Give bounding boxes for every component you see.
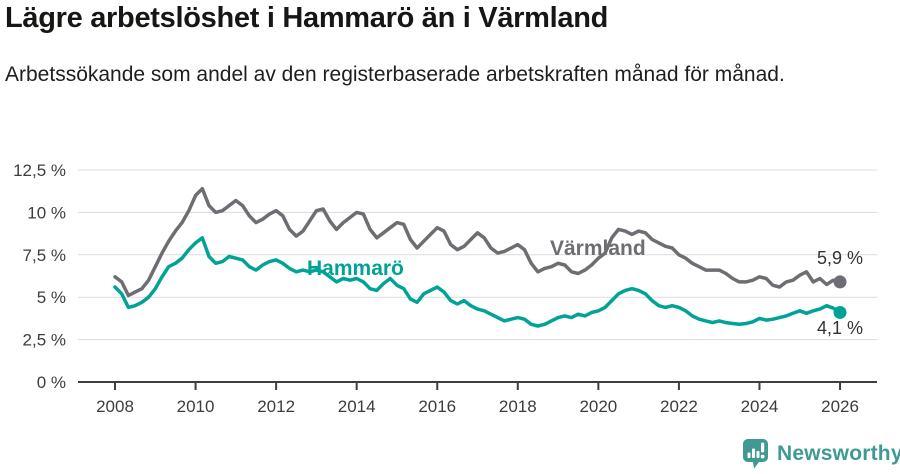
y-axis-tick-label: 0 % (37, 373, 66, 392)
x-axis-tick-label: 2022 (660, 397, 698, 416)
x-axis-tick-label: 2014 (338, 397, 376, 416)
y-axis-tick-label: 7,5 % (23, 246, 66, 265)
x-axis-tick-label: 2020 (579, 397, 617, 416)
y-axis-tick-label: 10 % (27, 203, 66, 222)
series-line-hammarö (113, 236, 842, 328)
y-axis-tick-label: 2,5 % (23, 331, 66, 350)
value-label-hammaro: 4,1 % (816, 318, 863, 338)
x-axis-tick-label: 2010 (177, 397, 215, 416)
y-axis-tick-label: 5 % (37, 288, 66, 307)
newsworthy-bubble-chart-icon (743, 439, 768, 469)
series-line-värmland (113, 186, 842, 298)
newsworthy-logo[interactable]: Newsworthy (742, 438, 900, 469)
x-axis-tick-label: 2008 (96, 397, 134, 416)
series-label-varmland: Värmland (550, 237, 646, 260)
x-axis-tick-label: 2024 (741, 397, 779, 416)
x-axis-tick-label: 2012 (257, 397, 295, 416)
x-axis-tick-label: 2016 (418, 397, 456, 416)
chart-subtitle: Arbetssökande som andel av den registerb… (5, 63, 785, 86)
x-axis-tick-label: 2026 (821, 397, 859, 416)
series-end-dot-hammarö (833, 305, 847, 319)
value-label-varmland: 5,9 % (816, 248, 863, 268)
x-axis-tick-label: 2018 (499, 397, 537, 416)
chart-title: Lägre arbetslöshet i Hammarö än i Värmla… (5, 2, 609, 34)
y-axis-tick-label: 12,5 % (13, 161, 66, 180)
newsworthy-wordmark: Newsworthy (777, 441, 900, 465)
series-label-hammaro: Hammarö (307, 257, 404, 280)
series-end-dot-värmland (833, 275, 847, 289)
